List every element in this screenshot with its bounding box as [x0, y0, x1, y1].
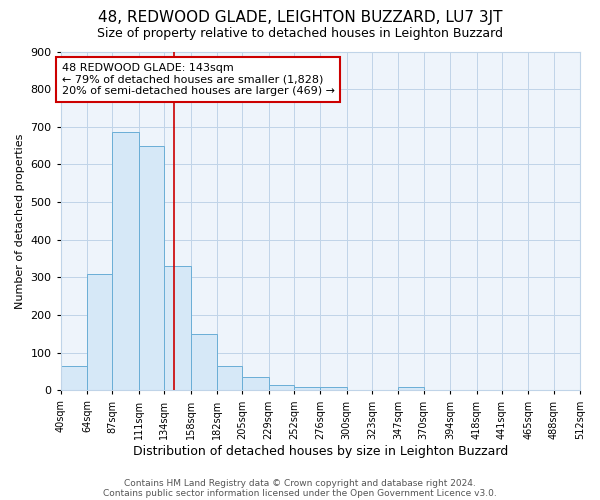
- Bar: [61, 366, 87, 390]
- Bar: [398, 388, 424, 390]
- Text: Contains public sector information licensed under the Open Government Licence v3: Contains public sector information licen…: [103, 488, 497, 498]
- Bar: [164, 266, 191, 390]
- Bar: [242, 377, 269, 390]
- Text: Contains HM Land Registry data © Crown copyright and database right 2024.: Contains HM Land Registry data © Crown c…: [124, 478, 476, 488]
- Text: 48, REDWOOD GLADE, LEIGHTON BUZZARD, LU7 3JT: 48, REDWOOD GLADE, LEIGHTON BUZZARD, LU7…: [98, 10, 502, 25]
- Bar: [112, 132, 139, 390]
- Text: 48 REDWOOD GLADE: 143sqm
← 79% of detached houses are smaller (1,828)
20% of sem: 48 REDWOOD GLADE: 143sqm ← 79% of detach…: [62, 63, 335, 96]
- Text: Size of property relative to detached houses in Leighton Buzzard: Size of property relative to detached ho…: [97, 28, 503, 40]
- Bar: [139, 146, 164, 390]
- Bar: [294, 386, 320, 390]
- Y-axis label: Number of detached properties: Number of detached properties: [15, 134, 25, 308]
- Bar: [87, 274, 112, 390]
- Bar: [191, 334, 217, 390]
- Bar: [320, 388, 347, 390]
- Bar: [269, 385, 294, 390]
- X-axis label: Distribution of detached houses by size in Leighton Buzzard: Distribution of detached houses by size …: [133, 444, 508, 458]
- Bar: [217, 366, 242, 390]
